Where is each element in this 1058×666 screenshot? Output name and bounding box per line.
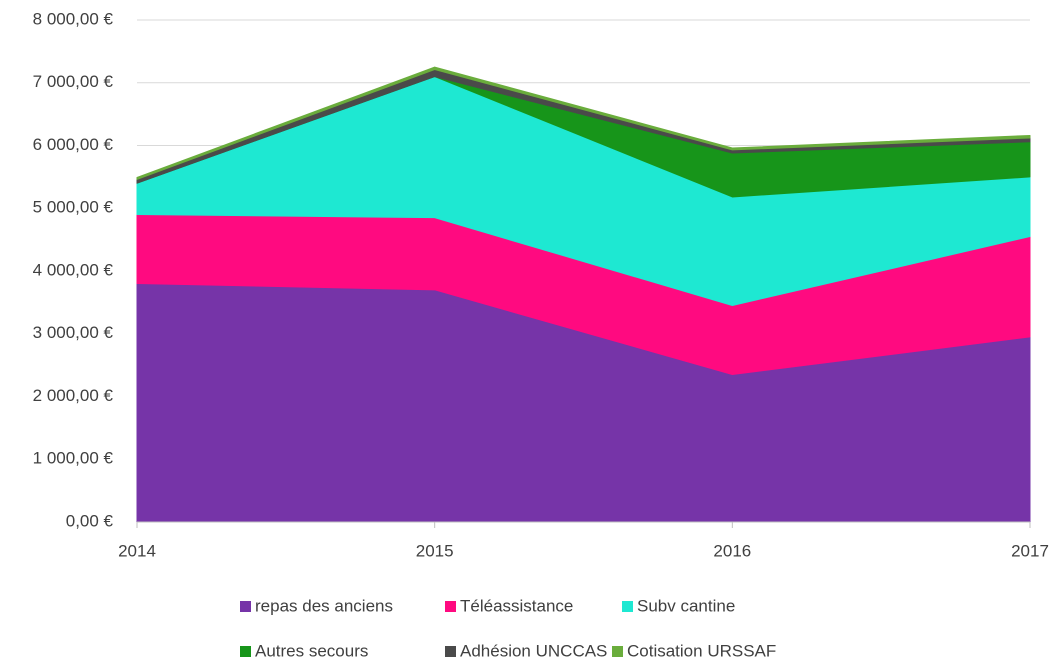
y-tick-label: 2 000,00 € (33, 386, 114, 405)
y-tick-label: 6 000,00 € (33, 135, 114, 154)
legend-label: Cotisation URSSAF (627, 641, 776, 660)
y-tick-label: 8 000,00 € (33, 9, 114, 28)
legend-swatch (612, 646, 623, 657)
x-tick-label: 2017 (1011, 541, 1049, 560)
legend-swatch (240, 646, 251, 657)
area (136, 66, 1031, 180)
legend-label: Téléassistance (460, 596, 573, 615)
y-tick-label: 1 000,00 € (33, 449, 114, 468)
legend-swatch (445, 646, 456, 657)
y-tick-label: 5 000,00 € (33, 198, 114, 217)
x-tick-label: 2014 (118, 541, 156, 560)
y-tick-label: 4 000,00 € (33, 260, 114, 279)
y-tick-label: 7 000,00 € (33, 72, 114, 91)
legend-label: repas des anciens (255, 596, 393, 615)
legend-swatch (240, 601, 251, 612)
legend-swatch (622, 601, 633, 612)
y-tick-label: 3 000,00 € (33, 323, 114, 342)
legend-label: Adhésion UNCCAS (460, 641, 607, 660)
x-tick-label: 2015 (416, 541, 454, 560)
x-tick-label: 2016 (713, 541, 751, 560)
y-tick-label: 0,00 € (66, 511, 114, 530)
legend-swatch (445, 601, 456, 612)
legend-label: Subv cantine (637, 596, 735, 615)
legend-label: Autres secours (255, 641, 368, 660)
